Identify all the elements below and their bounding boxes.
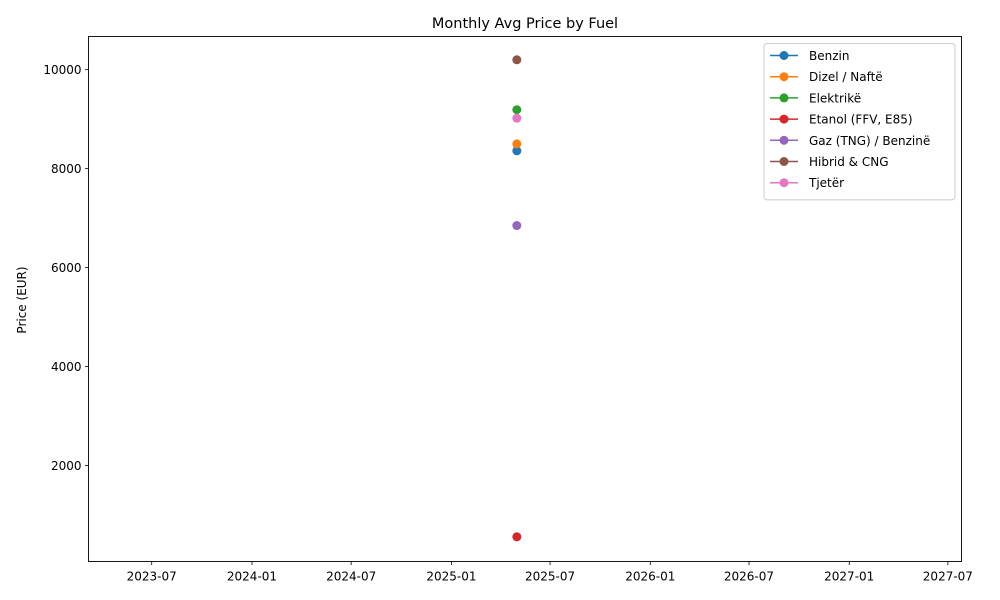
legend-label: Dizel / Naftë [809,70,883,84]
data-point [512,532,522,542]
axes-frame [88,36,962,562]
series [512,146,522,156]
series [512,221,522,231]
legend-marker [779,93,789,103]
data-point [512,146,522,156]
legend-box [763,43,956,201]
series [512,105,522,115]
legend-item: Gaz (TNG) / Benzinë [770,134,930,148]
legend-item: Etanol (FFV, E85) [770,113,913,127]
legend-item: Hibrid & CNG [770,155,889,169]
legend-label: Hibrid & CNG [809,155,889,169]
legend-marker [779,178,789,188]
x-tick-label: 2025-01 [426,570,476,584]
legend-marker [779,157,789,166]
legend-item: Benzin [770,49,849,63]
series [512,532,522,542]
legend-label: Elektrikë [809,91,861,105]
series [512,55,522,65]
legend-item: Elektrikë [770,91,861,105]
legend-label: Benzin [809,49,849,63]
x-tick-label: 2027-07 [923,570,973,584]
series [512,139,522,149]
x-tick-label: 2025-07 [525,570,575,584]
x-tick-label: 2023-07 [127,570,177,584]
legend-marker [779,114,789,124]
data-point [512,113,522,123]
legend-marker [779,135,789,145]
legend-label: Etanol (FFV, E85) [809,113,913,127]
legend-label: Tjetër [808,176,844,190]
legend-marker [779,72,789,82]
legend-label: Gaz (TNG) / Benzinë [809,134,930,148]
legend-item: Tjetër [770,176,844,190]
y-axis: 2000 4000 6000 8000 10000 [43,63,89,473]
data-point [512,55,522,65]
plot-area [512,55,522,542]
data-point [512,139,522,149]
series [512,113,522,123]
x-tick-label: 2026-07 [724,570,774,584]
chart-title: Monthly Avg Price by Fuel [432,16,618,32]
x-tick-label: 2027-01 [824,570,874,584]
x-tick-label: 2024-07 [326,570,376,584]
y-tick-label: 2000 [51,459,82,473]
y-tick-label: 4000 [51,360,82,374]
legend-item: Dizel / Naftë [770,70,883,84]
data-point [512,221,522,231]
y-axis-label: Price (EUR) [15,266,29,333]
x-axis: 2023-07 2024-01 2024-07 2025-01 2025-07 2026-… [127,561,973,584]
y-tick-label: 10000 [43,63,81,77]
x-tick-label: 2026-01 [625,570,675,584]
legend-marker [779,51,789,60]
data-point [512,105,522,115]
x-tick-label: 2024-01 [227,570,277,584]
legend: Benzin Dizel / Naftë Elektrikë Etanol (FFV,… [763,43,956,201]
y-tick-label: 8000 [51,162,82,176]
y-tick-label: 6000 [51,261,82,275]
